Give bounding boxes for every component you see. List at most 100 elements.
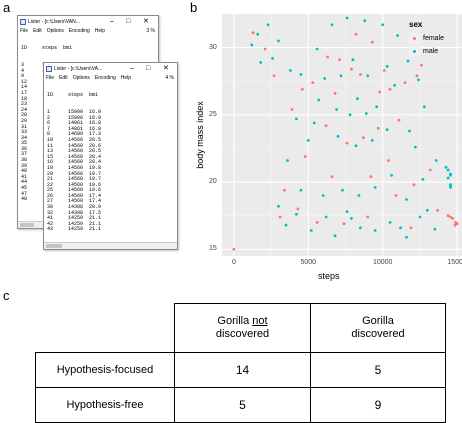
data-point-male [306,139,310,142]
listing-row: 41 [21,173,28,180]
menu-file[interactable]: File [20,28,29,34]
table-row: Hypothesis-focused 14 5 [35,352,446,388]
listing-row: 19 14560 19.8 [47,164,102,171]
data-point-male [364,112,368,115]
menu-edit[interactable]: Edit [59,75,68,81]
plot-area [222,14,462,256]
listing-row: 27 14560 17.4 [47,198,102,205]
data-point-female [350,67,353,71]
data-point-male [345,16,349,20]
data-point-female [415,74,419,78]
window-titlebar[interactable]: Lister - [c:\Users\VAN... – □ ✕ [18,16,158,27]
listing-row: 10 14560 20.5 [47,136,102,143]
menu-options[interactable]: Options [72,75,90,81]
maximize-button[interactable]: □ [146,65,151,72]
data-point-male [396,34,399,37]
close-button[interactable]: ✕ [143,18,149,25]
data-point-female [453,223,457,227]
table-corner [35,303,175,353]
panel-label-c: c [3,288,10,303]
minimize-button[interactable]: – [130,65,134,72]
data-point-male [295,117,298,121]
listing-row: 14 [21,84,28,91]
data-point-male [406,59,410,63]
data-point-female [311,81,315,84]
data-point-male [333,234,337,238]
close-button[interactable]: ✕ [163,65,169,72]
listing-row: 37 [21,151,28,158]
data-point-female [333,91,337,95]
col-header-discovered: Gorilla discovered [310,303,446,353]
data-point-female [451,217,454,220]
data-point-male [434,159,438,162]
menu-encoding[interactable]: Encoding [94,75,116,81]
listing-header: ID steps bmi [47,92,99,99]
listing-row: 42 14259 21.1 [47,220,102,227]
data-point-female [278,215,282,219]
listing-row: 48 [21,196,28,203]
data-point-male [446,176,450,180]
data-point-female [290,108,294,111]
data-point-male [256,32,260,36]
scatter-plot [222,14,462,256]
data-point-male [250,43,254,47]
row-header: Hypothesis-free [35,387,175,423]
data-point-male [286,159,289,162]
data-point-female [324,124,328,127]
table-cell: 5 [174,387,311,423]
data-point-female [376,126,380,130]
legend-swatch-male [409,46,420,57]
legend-item-male: male [409,46,438,57]
listing-row: 7 14861 16.8 [47,125,102,132]
data-point-female [449,215,452,219]
data-point-male [449,186,452,189]
data-point-male [348,113,352,117]
data-point-male [317,98,321,102]
data-point-male [373,229,377,232]
menu-options[interactable]: Options [46,28,64,34]
window-title: Lister - [c:\Users\VA... [54,65,103,72]
menu-file[interactable]: File [46,75,55,81]
data-point-male [421,178,425,181]
maximize-button[interactable]: □ [126,18,131,25]
lister-window-front[interactable]: Lister - [c:\Users\VA... – □ ✕ File Edit… [43,62,178,250]
data-point-male [366,74,370,78]
listing-row: 47 [21,190,28,197]
data-point-female [338,58,341,62]
scrollbar-thumb[interactable] [46,244,62,248]
listing-row: 17 [21,89,28,96]
listing-row: 24 [21,106,28,113]
listing-row: 44 [21,179,28,186]
data-point-male [271,57,274,60]
window-titlebar[interactable]: Lister - [c:\Users\VA... – □ ✕ [44,63,177,74]
menu-edit[interactable]: Edit [33,28,42,34]
file-listing[interactable]: ID steps bmi 1 15000 16.9 2 15000 16.9 6 14861 1… [44,82,177,233]
listing-row: 33 [21,129,28,136]
data-point-male [375,105,379,109]
x-axis-title: steps [318,271,340,281]
data-point-male [405,198,408,201]
listing-row: 32 14398 17.5 [47,209,102,216]
data-point-male [357,194,361,197]
menu-bar: File Edit Options Encoding Help 3 % [18,27,158,35]
menu-help[interactable]: Help [94,28,106,34]
app-icon [46,65,52,72]
data-point-male [446,168,450,172]
minimize-button[interactable]: – [110,18,114,25]
horizontal-scrollbar[interactable] [44,242,177,249]
data-point-male [351,58,355,62]
scrollbar-thumb[interactable] [20,223,34,227]
data-point-female [382,69,386,72]
menu-encoding[interactable]: Encoding [68,28,90,34]
data-point-male [444,165,448,169]
results-table: Gorilla not discovered Gorilla discovere… [35,303,446,423]
data-point-male [350,217,353,220]
y-axis-title: body mass index [195,101,205,169]
zoom-percent: 4 % [165,75,174,81]
data-point-female [366,215,370,219]
listing-row: 40 [21,168,28,175]
data-point-female [345,141,349,145]
data-point-male [373,186,377,189]
data-point-male [359,226,362,230]
menu-help[interactable]: Help [120,75,132,81]
